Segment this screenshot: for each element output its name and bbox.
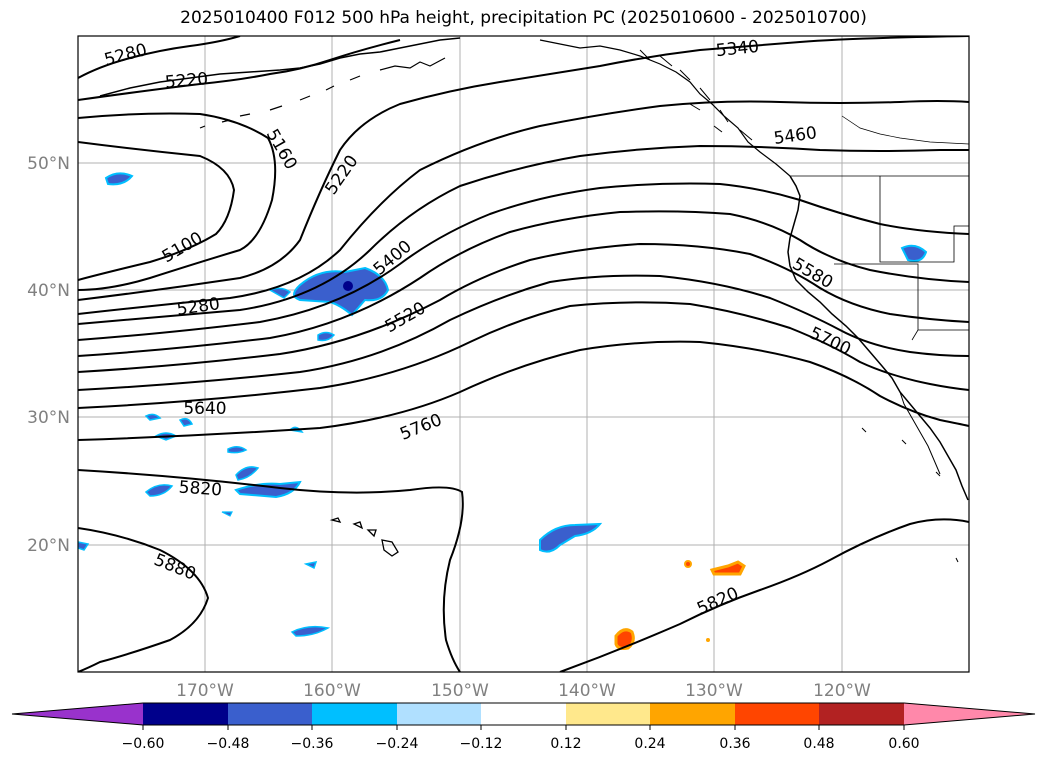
colorbar-segment <box>904 703 1035 725</box>
colorbar-segment <box>397 703 481 725</box>
colorbar-tick-label: 0.60 <box>888 736 919 752</box>
lat-label: 40°N <box>27 281 70 301</box>
graticule <box>78 36 969 672</box>
lon-label: 140°W <box>558 681 616 701</box>
colorbar-tick-label: 0.24 <box>634 736 665 752</box>
lon-label: 120°W <box>813 681 871 701</box>
contour-label: 5640 <box>183 399 226 419</box>
map-title: 2025010400 F012 500 hPa height, precipit… <box>180 8 867 28</box>
colorbar-tick-label: −0.36 <box>291 736 334 752</box>
map-frame <box>77 35 970 673</box>
coastlines <box>99 37 969 563</box>
lat-label: 30°N <box>27 408 70 428</box>
colorbar-tick-label: −0.48 <box>207 736 250 752</box>
colorbar-segment <box>650 703 735 725</box>
lat-label: 50°N <box>27 154 70 174</box>
colorbar-tick-label: 0.48 <box>803 736 834 752</box>
lon-label: 150°W <box>431 681 489 701</box>
colorbar-tick-label: −0.24 <box>376 736 419 752</box>
colorbar-tick-label: 0.12 <box>550 736 581 752</box>
colorbar-tick-label: −0.60 <box>122 736 165 752</box>
colorbar-tick-label: 0.36 <box>719 736 750 752</box>
contour-label: 5820 <box>178 478 223 501</box>
colorbar-segment <box>143 703 228 725</box>
contour-label: 5220 <box>164 69 209 93</box>
colorbar-segment <box>735 703 819 725</box>
contour-label: 5340 <box>715 37 760 61</box>
lat-label: 20°N <box>27 536 70 556</box>
precip-shading <box>78 172 928 650</box>
lon-label: 160°W <box>303 681 361 701</box>
colorbar-segment <box>481 703 566 725</box>
colorbar-segment <box>819 703 904 725</box>
colorbar-segment <box>12 703 143 725</box>
colorbar-segment <box>312 703 397 725</box>
lon-label: 130°W <box>685 681 743 701</box>
colorbar-segment <box>228 703 312 725</box>
colorbar-segment <box>566 703 650 725</box>
colorbar-tick-label: −0.12 <box>460 736 503 752</box>
colorbar: −0.60 −0.48 −0.36 −0.24 −0.12 0.12 0.24 … <box>11 702 1036 752</box>
lon-label: 170°W <box>176 681 234 701</box>
height-contours <box>78 36 969 672</box>
